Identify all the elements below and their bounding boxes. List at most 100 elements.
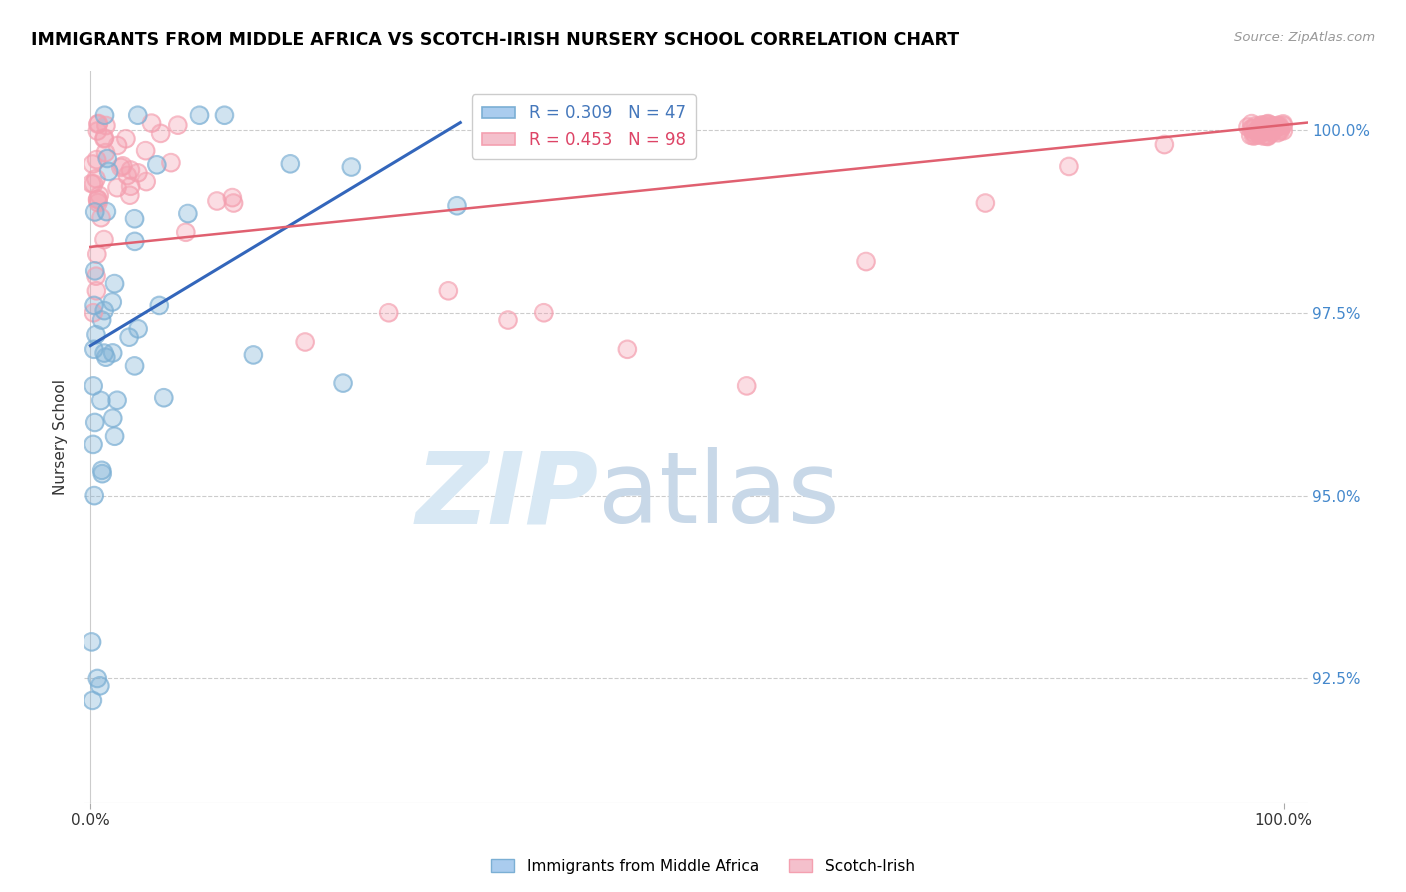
Point bbox=[83, 489, 105, 503]
Point bbox=[83, 343, 105, 357]
Point bbox=[1244, 119, 1267, 133]
Point bbox=[135, 144, 157, 158]
Point bbox=[1267, 120, 1289, 134]
Point bbox=[1240, 128, 1263, 143]
Point bbox=[87, 195, 110, 210]
Point bbox=[93, 346, 115, 360]
Point bbox=[96, 152, 118, 166]
Point bbox=[111, 159, 134, 173]
Point bbox=[148, 298, 170, 312]
Point bbox=[101, 411, 124, 425]
Point bbox=[1253, 124, 1275, 138]
Point bbox=[80, 635, 103, 649]
Point bbox=[1256, 117, 1278, 131]
Point bbox=[1257, 120, 1279, 135]
Point bbox=[533, 306, 555, 320]
Point bbox=[82, 693, 104, 707]
Point bbox=[141, 116, 163, 130]
Point bbox=[1263, 119, 1285, 133]
Point bbox=[83, 177, 105, 191]
Point bbox=[82, 437, 104, 451]
Point bbox=[437, 284, 460, 298]
Point bbox=[118, 330, 141, 344]
Point bbox=[1260, 119, 1282, 133]
Point bbox=[91, 467, 114, 481]
Point bbox=[1244, 119, 1267, 133]
Point bbox=[1268, 118, 1291, 132]
Point bbox=[80, 177, 103, 191]
Point bbox=[86, 284, 108, 298]
Point bbox=[86, 247, 108, 261]
Point bbox=[1270, 124, 1292, 138]
Point bbox=[188, 108, 211, 122]
Point bbox=[1253, 124, 1275, 138]
Point bbox=[1249, 128, 1271, 142]
Point bbox=[1244, 128, 1267, 143]
Point bbox=[1251, 128, 1274, 143]
Point bbox=[221, 191, 243, 205]
Point bbox=[105, 180, 128, 194]
Point bbox=[177, 206, 200, 220]
Point bbox=[377, 306, 399, 320]
Point bbox=[124, 211, 146, 226]
Point bbox=[135, 175, 157, 189]
Point bbox=[1258, 118, 1281, 132]
Point bbox=[160, 155, 183, 169]
Point bbox=[1057, 160, 1080, 174]
Point bbox=[1153, 137, 1175, 152]
Point bbox=[1272, 118, 1295, 132]
Point bbox=[90, 313, 112, 327]
Point bbox=[127, 108, 149, 122]
Text: ZIP: ZIP bbox=[415, 447, 598, 544]
Point bbox=[1251, 121, 1274, 136]
Point bbox=[93, 131, 115, 145]
Point bbox=[242, 348, 264, 362]
Point bbox=[105, 393, 128, 408]
Point bbox=[1257, 129, 1279, 144]
Point bbox=[146, 158, 169, 172]
Point bbox=[82, 437, 104, 451]
Point bbox=[149, 127, 172, 141]
Point bbox=[1265, 119, 1288, 133]
Point bbox=[1246, 125, 1268, 139]
Point bbox=[82, 306, 104, 320]
Point bbox=[96, 204, 118, 219]
Point bbox=[90, 393, 112, 408]
Point bbox=[1257, 117, 1279, 131]
Point bbox=[332, 376, 354, 390]
Point bbox=[616, 343, 638, 357]
Point bbox=[105, 180, 128, 194]
Point bbox=[135, 175, 157, 189]
Point bbox=[90, 211, 112, 225]
Point bbox=[84, 269, 107, 284]
Point bbox=[86, 672, 108, 686]
Point bbox=[214, 108, 236, 122]
Point bbox=[446, 199, 468, 213]
Point bbox=[1272, 124, 1295, 138]
Point bbox=[148, 298, 170, 312]
Point bbox=[93, 303, 115, 318]
Point bbox=[1270, 124, 1292, 138]
Point bbox=[1250, 118, 1272, 132]
Legend: R = 0.309   N = 47, R = 0.453   N = 98: R = 0.309 N = 47, R = 0.453 N = 98 bbox=[472, 95, 696, 159]
Point bbox=[1250, 119, 1272, 133]
Point bbox=[87, 192, 110, 206]
Point bbox=[174, 225, 197, 239]
Point bbox=[127, 166, 149, 180]
Point bbox=[80, 177, 103, 191]
Point bbox=[446, 199, 468, 213]
Point bbox=[1243, 129, 1265, 144]
Point bbox=[735, 379, 758, 393]
Point bbox=[214, 108, 236, 122]
Point bbox=[89, 679, 111, 693]
Point bbox=[87, 117, 110, 131]
Point bbox=[1250, 118, 1272, 132]
Point bbox=[1265, 119, 1288, 133]
Point bbox=[735, 379, 758, 393]
Point bbox=[94, 145, 117, 160]
Point bbox=[496, 313, 519, 327]
Point bbox=[152, 391, 174, 405]
Point bbox=[1249, 128, 1271, 142]
Point bbox=[124, 235, 146, 249]
Point bbox=[93, 233, 115, 247]
